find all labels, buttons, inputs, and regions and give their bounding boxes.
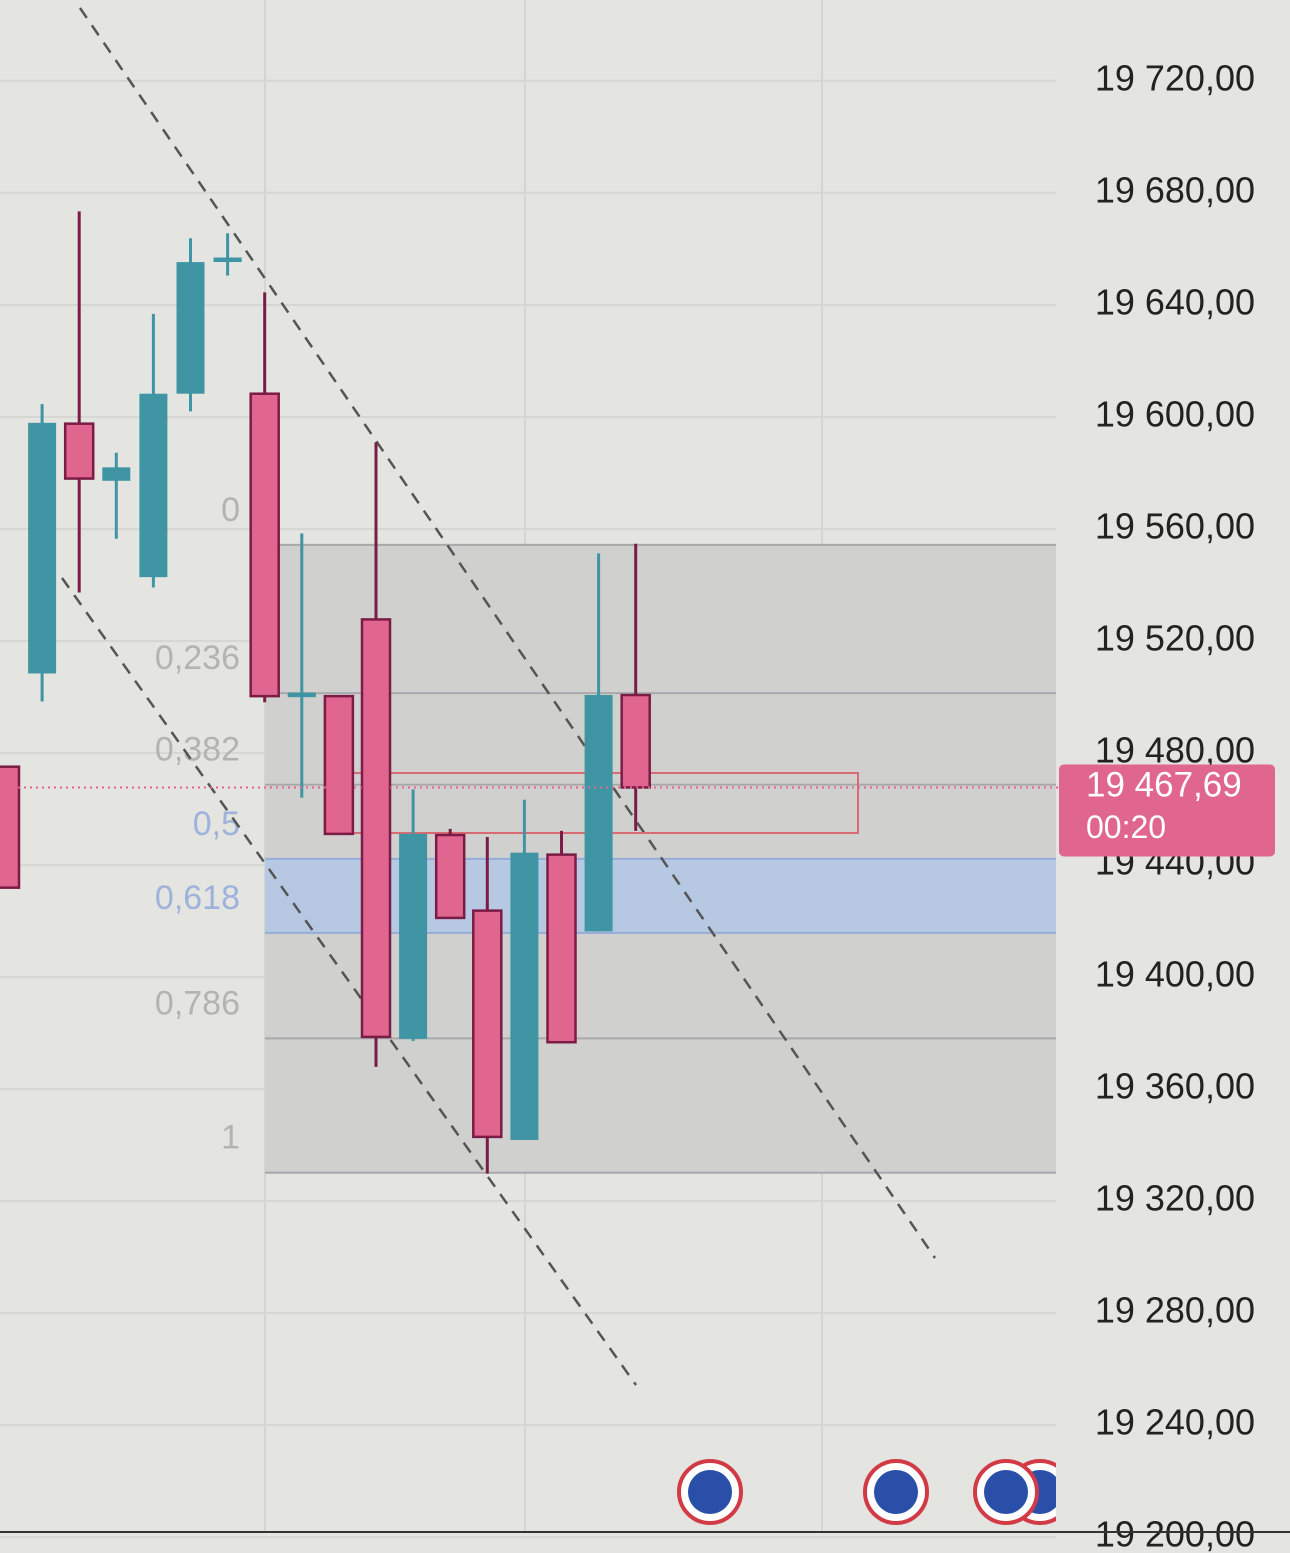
fib-golden-zone bbox=[265, 858, 1056, 933]
candle-body bbox=[546, 853, 577, 1044]
y-tick-label: 19 520,00 bbox=[1095, 617, 1255, 658]
candle-body bbox=[102, 467, 131, 481]
candle-body bbox=[28, 422, 57, 674]
fib-label: 0,618 bbox=[155, 879, 240, 917]
candle-body bbox=[620, 693, 651, 789]
event-icons[interactable] bbox=[677, 1455, 1096, 1530]
candle-body bbox=[360, 618, 392, 1039]
fib-label: 0,5 bbox=[193, 805, 240, 843]
candle-body bbox=[510, 852, 539, 1140]
fib-label: 0,236 bbox=[155, 639, 240, 677]
event-icon[interactable] bbox=[973, 1459, 1039, 1525]
countdown: 00:20 bbox=[1086, 809, 1166, 845]
event-icon[interactable] bbox=[677, 1459, 743, 1525]
last-price-label: 19 467,69 bbox=[1086, 766, 1242, 805]
candle-body bbox=[176, 262, 205, 394]
fib-label: 0,382 bbox=[155, 731, 240, 769]
last-price-badge bbox=[1059, 764, 1275, 857]
candle-body bbox=[323, 694, 355, 836]
candle-body bbox=[249, 392, 280, 698]
price-axis: 19 720,00 19 680,00 19 640,00 19 600,00 19 5… bbox=[1059, 57, 1275, 1553]
fib-label: 0 bbox=[221, 491, 240, 529]
y-tick-label: 19 680,00 bbox=[1095, 169, 1255, 210]
y-tick-label: 19 240,00 bbox=[1095, 1402, 1255, 1443]
fib-label: 0,786 bbox=[155, 984, 240, 1022]
y-tick-label: 19 480,00 bbox=[1095, 729, 1255, 770]
y-tick-label: 19 400,00 bbox=[1095, 954, 1255, 995]
trend-line bbox=[78, 7, 937, 1259]
fib-label: 1 bbox=[221, 1119, 240, 1157]
candle-body bbox=[63, 422, 95, 480]
y-tick-label: 19 720,00 bbox=[1095, 57, 1255, 98]
y-tick-label: 19 320,00 bbox=[1095, 1178, 1255, 1219]
event-icon[interactable] bbox=[863, 1459, 929, 1525]
candle-body bbox=[472, 909, 503, 1139]
axis-mask bbox=[1056, 1455, 1096, 1530]
y-tick-label: 19 560,00 bbox=[1095, 505, 1255, 546]
y-tick-label: 19 600,00 bbox=[1095, 393, 1255, 434]
candle-body bbox=[399, 833, 428, 1039]
y-tick-label: 19 200,00 bbox=[1095, 1514, 1255, 1553]
y-tick-label: 19 640,00 bbox=[1095, 281, 1255, 322]
y-tick-label: 19 360,00 bbox=[1095, 1066, 1255, 1107]
candles bbox=[0, 211, 1060, 1174]
candle-body bbox=[0, 765, 21, 889]
candle-body bbox=[139, 393, 168, 578]
y-tick-label: 19 280,00 bbox=[1095, 1290, 1255, 1331]
candle-body bbox=[584, 695, 613, 932]
candle-body bbox=[434, 833, 466, 920]
trend-line bbox=[60, 577, 638, 1386]
